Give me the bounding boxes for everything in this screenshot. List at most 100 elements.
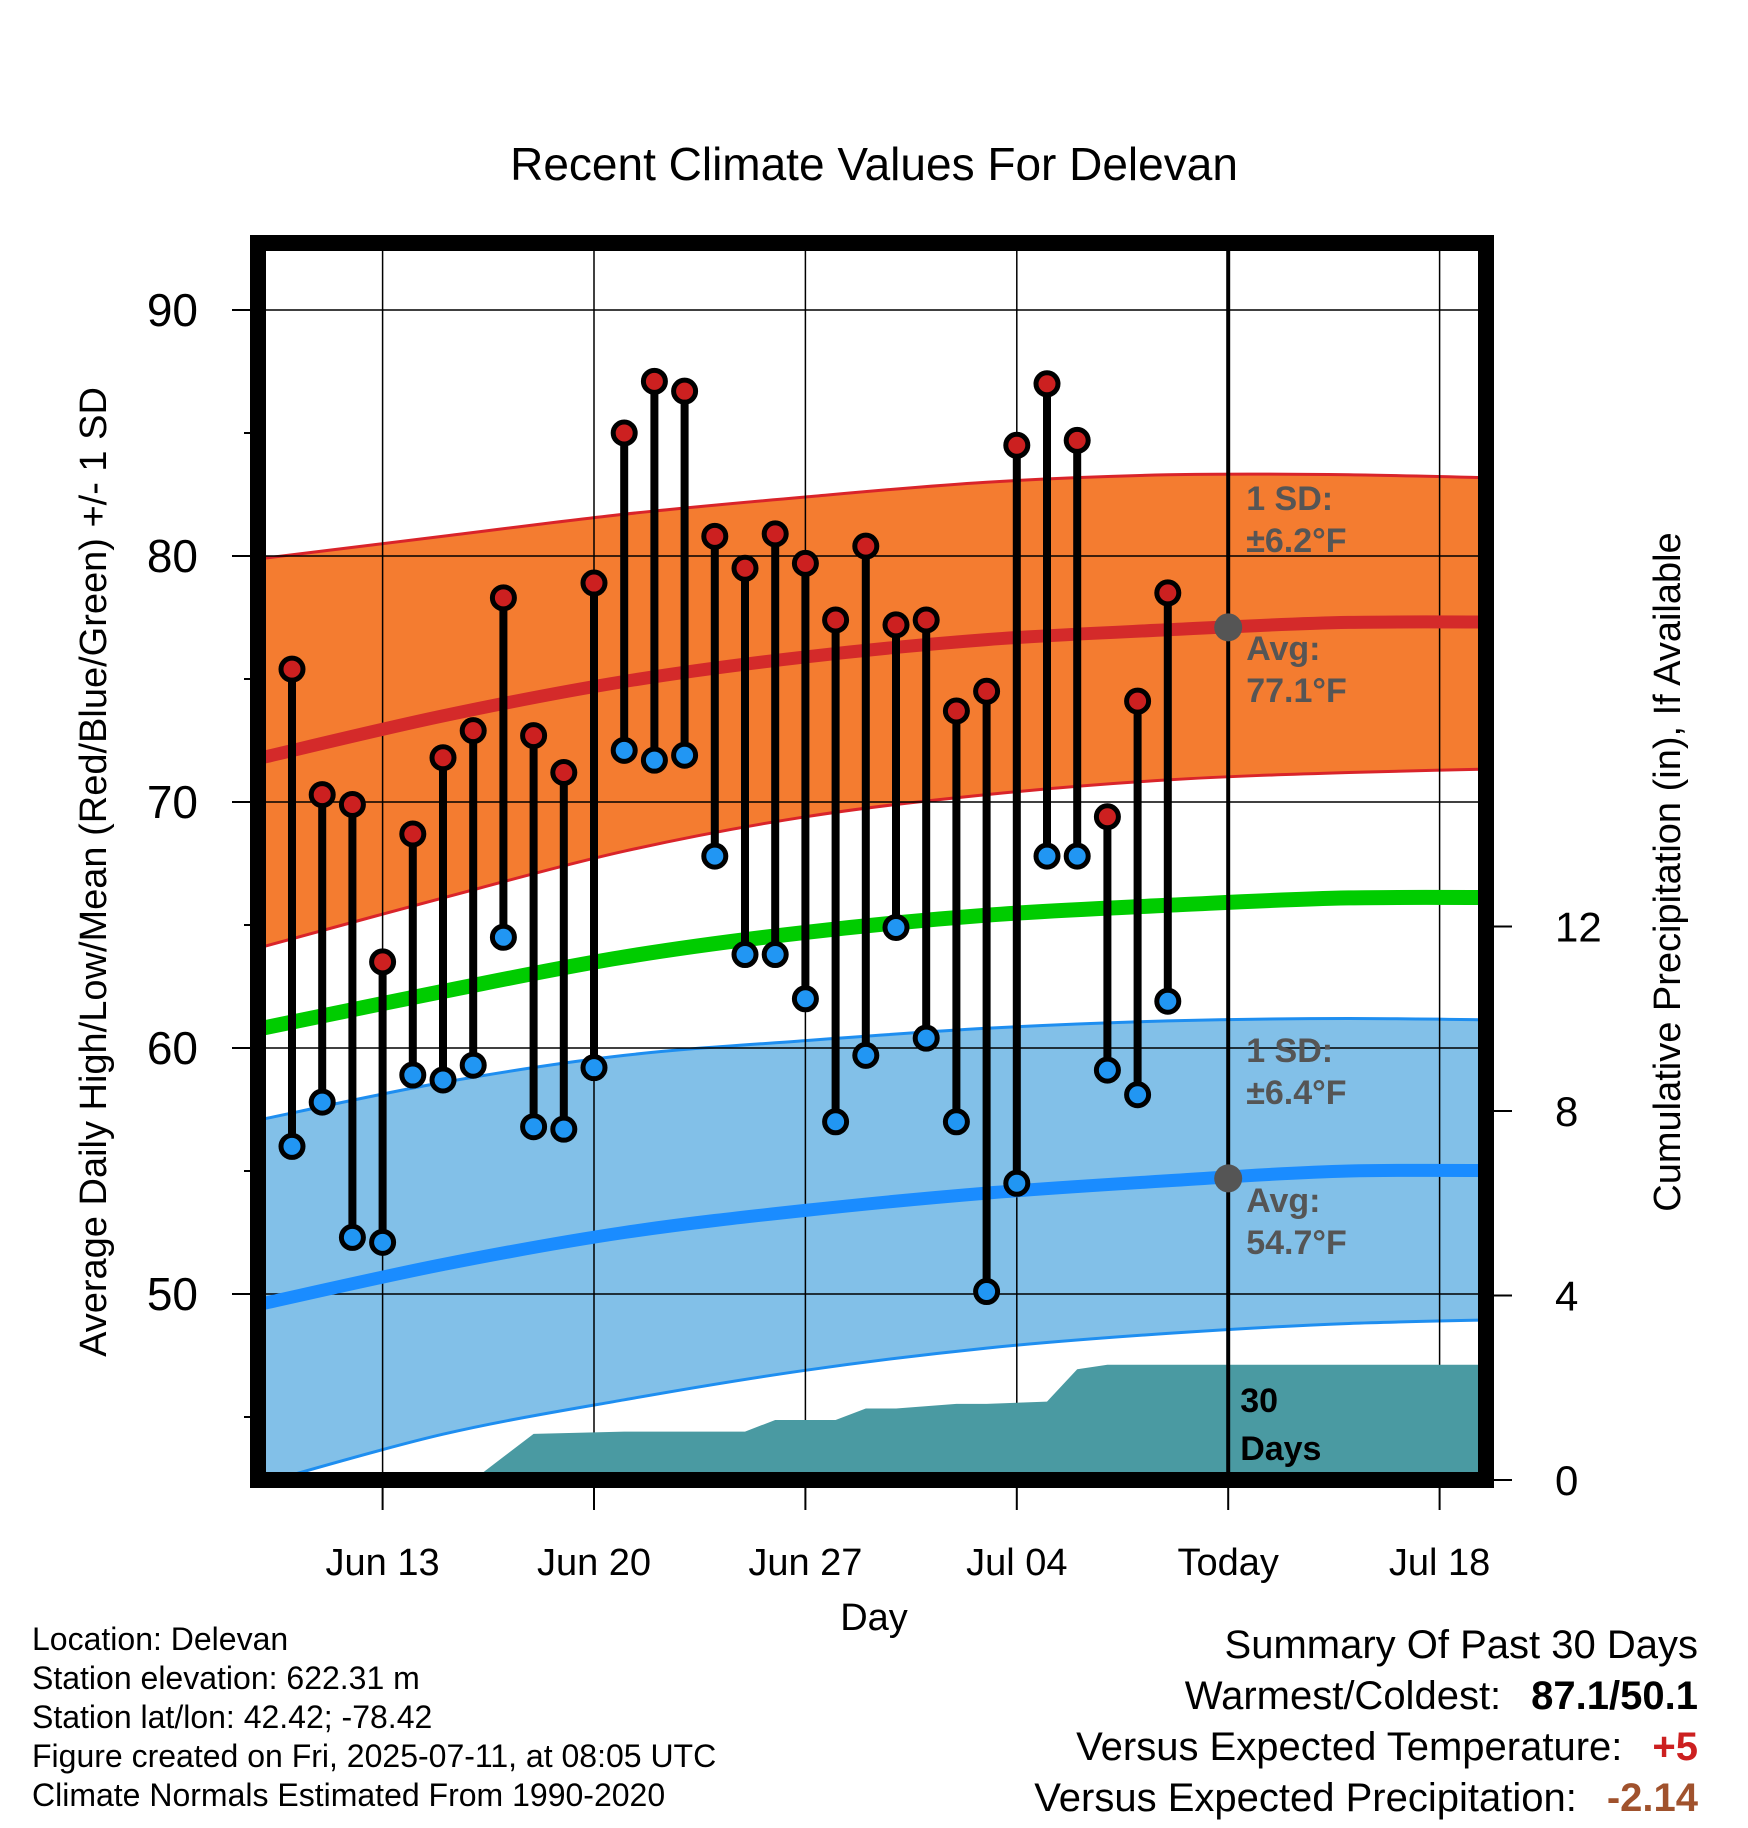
- high-point: [308, 781, 336, 809]
- daily-bar: [942, 697, 970, 1136]
- low-point: [912, 1024, 940, 1052]
- daily-bar: [1003, 431, 1031, 1197]
- low-point: [399, 1061, 427, 1089]
- mean-line: [260, 889, 1486, 1036]
- station-location: Location: Delevan: [32, 1621, 289, 1657]
- x-tick-label: Jun 20: [537, 1542, 651, 1584]
- high-avg-label: Avg:: [1246, 630, 1320, 668]
- low-point: [1154, 987, 1182, 1015]
- precip-departure-row: Versus Expected Precipitation: -2.14: [1034, 1773, 1698, 1824]
- daily-bar: [610, 419, 638, 764]
- high-point: [369, 948, 397, 976]
- axes: 50 60 70 80 90 0 4 8 12 Jun 13 Jun 20 Jun 27 Jul 04 T…: [147, 284, 1602, 1584]
- daily-bar: [429, 744, 457, 1094]
- daily-bar: [338, 790, 366, 1251]
- temp-departure-label: Versus Expected Temperature:: [1076, 1725, 1623, 1769]
- high-point: [550, 758, 578, 786]
- high-sd-lower-edge: [261, 767, 1486, 949]
- low-point: [761, 941, 789, 969]
- daily-bar: [822, 606, 850, 1136]
- temp-departure-value: +5: [1652, 1725, 1698, 1769]
- warm-cold-value: 87.1/50.1: [1531, 1674, 1698, 1718]
- daily-bar: [1093, 803, 1121, 1084]
- high-sd-value: ±6.2°F: [1246, 522, 1346, 560]
- high-sd-upper-edge: [261, 472, 1486, 560]
- high-point: [973, 677, 1001, 705]
- low-point: [338, 1223, 366, 1251]
- daily-bar: [1154, 579, 1182, 1015]
- low-sd-value: ±6.4°F: [1246, 1074, 1346, 1112]
- today-high-normal-point: [1214, 613, 1243, 642]
- low-average-line: [260, 1163, 1486, 1311]
- daily-bar: [489, 584, 517, 951]
- low-point: [852, 1041, 880, 1069]
- high-point: [520, 722, 548, 750]
- low-point: [520, 1113, 548, 1141]
- daily-bar: [520, 722, 548, 1141]
- low-point: [1033, 842, 1061, 870]
- low-sd-upper-edge: [261, 1016, 1486, 1121]
- y-tick-label: 80: [147, 530, 198, 582]
- normals-period: Climate Normals Estimated From 1990-2020: [32, 1777, 666, 1813]
- daily-bar: [550, 758, 578, 1143]
- low-point: [640, 746, 668, 774]
- daily-bar: [1124, 687, 1152, 1109]
- today-line: [1214, 243, 1243, 1480]
- low-point: [459, 1051, 487, 1079]
- high-point: [338, 790, 366, 818]
- y-tick-label: 60: [147, 1022, 198, 1074]
- low-point: [701, 842, 729, 870]
- high-point: [1154, 579, 1182, 607]
- x-axis-label: Day: [840, 1597, 908, 1639]
- low-point: [1063, 842, 1091, 870]
- daily-bar: [640, 367, 668, 774]
- low-point: [671, 741, 699, 769]
- station-info: Location: Delevan Station elevation: 622…: [32, 1620, 716, 1815]
- y-tick-label: 70: [147, 776, 198, 828]
- low-point: [1124, 1081, 1152, 1109]
- low-avg-value: 54.7°F: [1246, 1224, 1347, 1262]
- chart-title: Recent Climate Values For Delevan: [510, 138, 1238, 190]
- high-point: [701, 522, 729, 550]
- daily-bar: [399, 820, 427, 1089]
- daily-bar: [973, 677, 1001, 1306]
- precipitation-area: [473, 1364, 1486, 1480]
- low-point: [942, 1108, 970, 1136]
- station-latlon: Station lat/lon: 42.42; -78.42: [32, 1699, 433, 1735]
- plot-frame: [250, 235, 1494, 1488]
- low-point: [791, 985, 819, 1013]
- daily-bar: [580, 569, 608, 1082]
- high-point: [671, 377, 699, 405]
- low-point: [731, 941, 759, 969]
- high-point: [489, 584, 517, 612]
- y-tick-label: 90: [147, 284, 198, 336]
- window-label: 30: [1240, 1382, 1278, 1420]
- high-point: [761, 520, 789, 548]
- low-point: [369, 1228, 397, 1256]
- low-point: [610, 736, 638, 764]
- daily-bar: [1033, 370, 1061, 870]
- summary-panel: Summary Of Past 30 Days Warmest/Coldest:…: [1034, 1620, 1698, 1824]
- low-avg-label: Avg:: [1246, 1182, 1320, 1220]
- low-sd-lower-edge: [268, 1318, 1486, 1480]
- y2-axis-label: Cumulative Precipitation (in), If Availa…: [1647, 532, 1689, 1211]
- daily-bar: [791, 549, 819, 1013]
- station-elevation: Station elevation: 622.31 m: [32, 1660, 420, 1696]
- high-point: [1033, 370, 1061, 398]
- x-tick-label: Jun 27: [748, 1542, 862, 1584]
- y-tick-label: 50: [147, 1268, 198, 1320]
- x-tick-label: Jul 04: [966, 1542, 1067, 1584]
- high-avg-value: 77.1°F: [1246, 672, 1347, 710]
- today-low-normal-point: [1214, 1164, 1243, 1193]
- high-point: [1063, 426, 1091, 454]
- high-point: [882, 611, 910, 639]
- y2-tick-label: 12: [1555, 904, 1602, 951]
- high-point: [852, 532, 880, 560]
- high-point: [429, 744, 457, 772]
- y2-tick-label: 0: [1555, 1457, 1578, 1504]
- precip-departure-label: Versus Expected Precipitation:: [1034, 1776, 1577, 1820]
- normal-annotations: 1 SD: ±6.2°F Avg: 77.1°F 1 SD: ±6.4°F Avg: 54.7…: [1240, 480, 1347, 1468]
- daily-bar: [459, 717, 487, 1079]
- daily-bar: [882, 611, 910, 941]
- daily-bar: [761, 520, 789, 969]
